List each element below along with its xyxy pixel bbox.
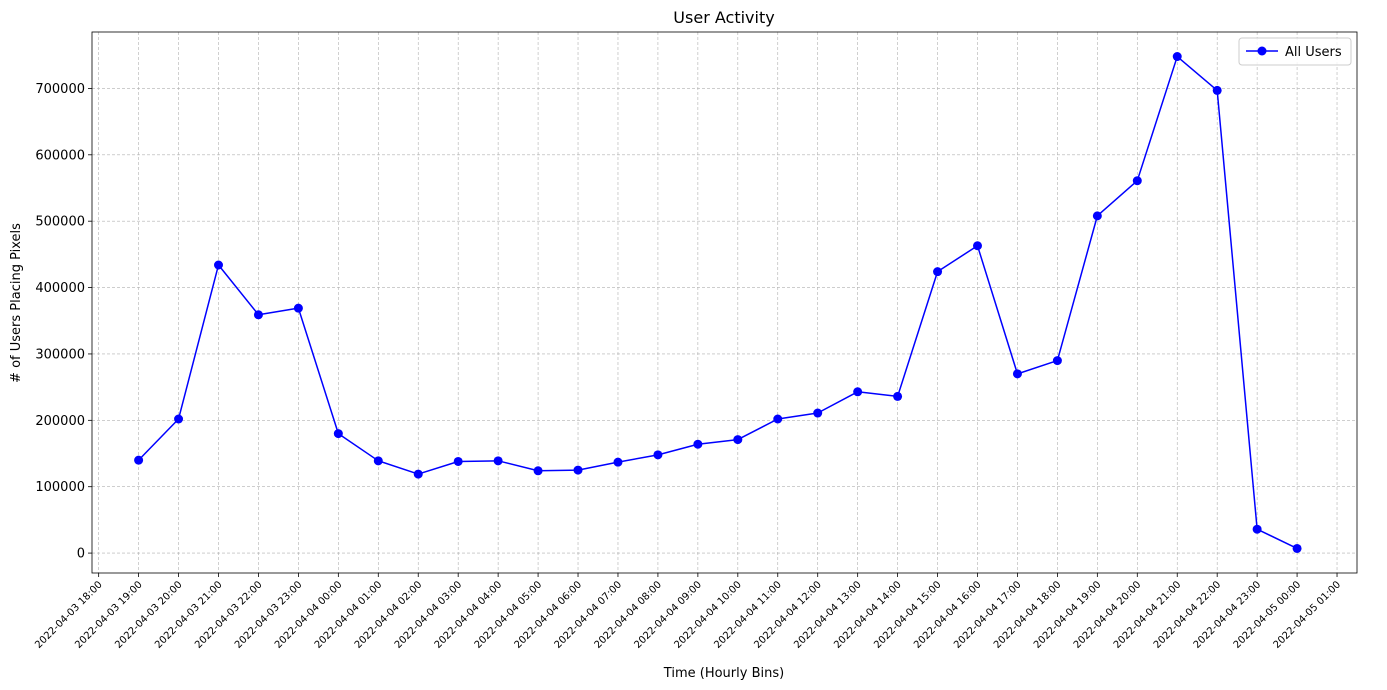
axes — [88, 31, 1358, 577]
data-point — [973, 241, 982, 251]
data-point — [1292, 543, 1302, 553]
data-series — [134, 52, 1302, 553]
data-point — [333, 429, 343, 439]
legend-marker-swatch — [1257, 46, 1267, 56]
y-tick-label: 700000 — [35, 82, 85, 97]
data-point — [293, 303, 303, 313]
data-point — [1252, 524, 1262, 534]
y-tick-label: 200000 — [35, 414, 85, 429]
data-point — [1092, 211, 1102, 221]
grid-lines — [92, 32, 1357, 573]
data-point — [653, 450, 663, 460]
legend: All Users — [1238, 37, 1352, 66]
data-point — [373, 456, 383, 466]
y-tick-label: 500000 — [35, 215, 85, 230]
y-tick-label: 600000 — [35, 148, 85, 163]
data-point — [893, 391, 903, 401]
data-point — [253, 310, 263, 320]
plot-frame — [91, 31, 1358, 574]
data-point — [573, 465, 583, 475]
data-point — [733, 435, 743, 445]
y-tick-label: 300000 — [35, 347, 85, 362]
data-point — [933, 267, 943, 277]
data-point — [1212, 85, 1222, 95]
legend-box — [1238, 37, 1352, 66]
data-point — [214, 260, 223, 270]
data-point — [1012, 369, 1022, 379]
y-axis-label: # of Users Placing Pixels — [9, 223, 24, 383]
data-point — [693, 439, 703, 449]
y-tick-label: 0 — [77, 547, 85, 562]
chart-title: User Activity — [673, 8, 774, 27]
y-tick-label: 400000 — [35, 281, 85, 296]
data-point — [1052, 356, 1062, 366]
data-point — [413, 469, 423, 479]
x-axis-label: Time (Hourly Bins) — [663, 666, 784, 681]
data-point — [613, 457, 623, 467]
data-point — [493, 456, 503, 466]
data-point — [533, 466, 543, 476]
data-point — [1132, 176, 1142, 186]
data-point — [853, 387, 863, 397]
series-line-all-users — [138, 55, 1298, 550]
legend-label-all-users: All Users — [1285, 45, 1342, 60]
data-point — [773, 414, 783, 424]
data-point — [174, 414, 184, 424]
data-point — [453, 456, 463, 466]
y-tick-label: 100000 — [35, 480, 85, 495]
data-point — [1172, 52, 1182, 62]
data-point — [134, 455, 144, 465]
data-point — [813, 408, 823, 418]
